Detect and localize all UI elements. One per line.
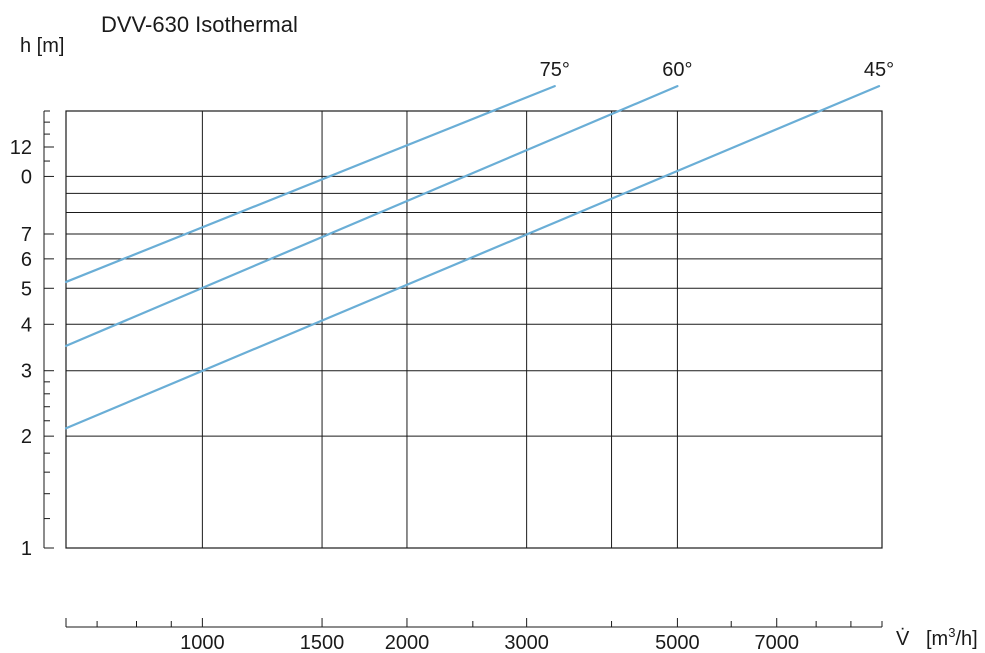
x-axis-unit-tail: /h] — [955, 628, 977, 650]
x-axis-unit: [m3/h] — [926, 625, 978, 650]
x-tick-label: 2000 — [385, 632, 430, 653]
y-tick-label: 1 — [21, 538, 32, 560]
x-axis-unit-sup: 3 — [948, 625, 955, 640]
y-tick-label: 0 — [21, 166, 32, 188]
grid — [66, 111, 882, 548]
y-tick-label: 7 — [21, 224, 32, 246]
chart-title: DVV-630 Isothermal — [101, 12, 298, 37]
x-axis-symbol: V̇ — [896, 628, 910, 650]
x-tick-label: 5000 — [655, 632, 700, 653]
x-axis-unit-base: [m — [926, 628, 948, 650]
series-label: 75° — [540, 59, 570, 81]
series-label: 45° — [864, 59, 894, 81]
series-line — [64, 85, 881, 430]
series-line — [64, 85, 556, 284]
series-line — [64, 85, 679, 347]
y-tick-label: 3 — [21, 361, 32, 383]
y-tick-label: 12 — [10, 137, 32, 159]
x-tick-label: 7000 — [754, 632, 799, 653]
ticks — [43, 110, 883, 628]
x-tick-label: 3000 — [504, 632, 549, 653]
y-tick-label: 2 — [21, 426, 32, 448]
y-tick-label: 6 — [21, 249, 32, 271]
series-label: 60° — [662, 59, 692, 81]
x-tick-label: 1000 — [180, 632, 225, 653]
plot-frame — [65, 110, 883, 549]
y-tick-label: 4 — [21, 314, 32, 336]
y-axis-label: h [m] — [20, 35, 64, 57]
y-tick-label: 5 — [21, 278, 32, 300]
series-layer: 75° 60° 45° — [64, 59, 894, 430]
x-tick-label: 1500 — [300, 632, 345, 653]
